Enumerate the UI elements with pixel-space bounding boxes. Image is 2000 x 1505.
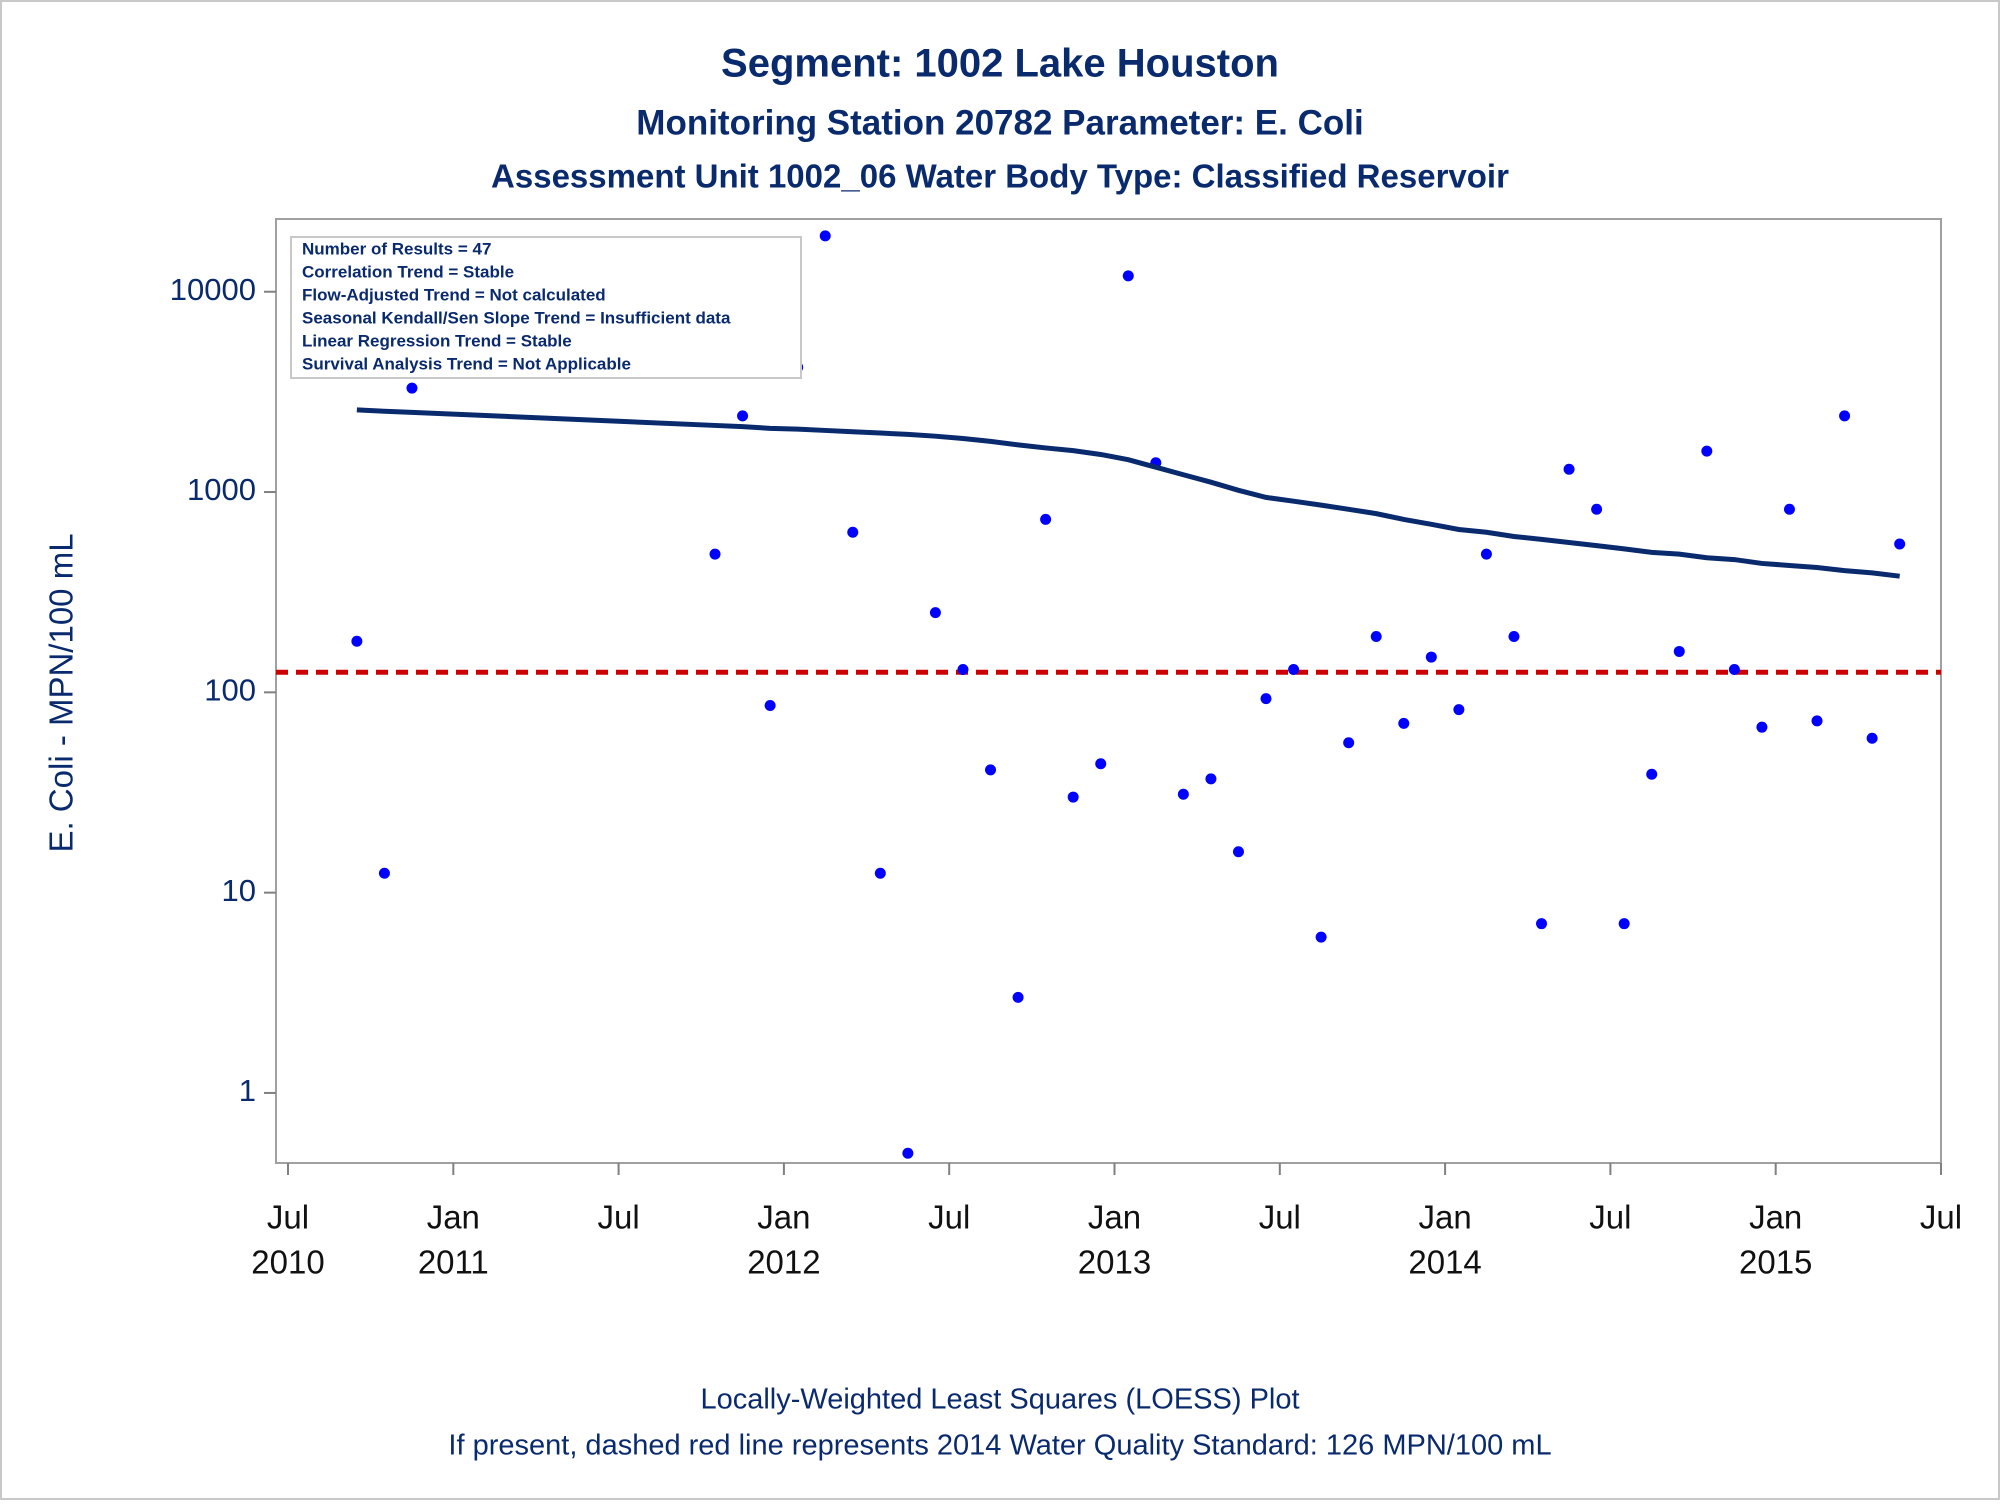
stats-text: Linear Regression Trend = Stable — [302, 331, 572, 350]
data-point — [902, 1147, 914, 1159]
data-point — [1591, 503, 1603, 515]
chart-title: Segment: 1002 Lake Houston — [721, 42, 1279, 86]
plot-frame — [275, 218, 1942, 1164]
x-tick-label: 2014 — [1408, 1244, 1481, 1281]
data-point — [1177, 788, 1189, 800]
data-point — [957, 664, 969, 676]
data-point — [847, 526, 859, 538]
data-point — [709, 548, 721, 560]
data-point — [764, 699, 776, 711]
loess-line — [356, 407, 1900, 579]
stats-text: Survival Analysis Trend = Not Applicable — [302, 354, 631, 373]
data-point — [1839, 410, 1851, 422]
data-point — [1508, 631, 1520, 643]
data-point — [1398, 717, 1410, 729]
data-point — [1205, 773, 1217, 785]
stats-text: Seasonal Kendall/Sen Slope Trend = Insuf… — [302, 308, 731, 327]
x-tick-label: 2010 — [251, 1244, 324, 1281]
chart-subtitle: Monitoring Station 20782 Parameter: E. C… — [636, 103, 1363, 142]
x-tick-label: Jul — [267, 1199, 309, 1236]
data-point — [1260, 693, 1272, 705]
data-point — [1067, 791, 1079, 803]
footnote: Locally-Weighted Least Squares (LOESS) P… — [700, 1384, 1299, 1416]
x-tick-label: Jul — [1589, 1199, 1631, 1236]
data-point — [929, 607, 941, 619]
x-tick-label: Jul — [598, 1199, 640, 1236]
data-point — [1122, 270, 1134, 282]
x-tick-label: Jan — [757, 1199, 810, 1236]
x-tick-label: 2011 — [418, 1244, 489, 1281]
footnote: If present, dashed red line represents 2… — [448, 1430, 1551, 1462]
data-point — [1288, 664, 1300, 676]
data-point — [985, 764, 997, 776]
stats-text: Correlation Trend = Stable — [302, 262, 514, 281]
x-tick-label: Jul — [1920, 1199, 1962, 1236]
y-tick-label: 100 — [204, 673, 256, 708]
data-point — [874, 867, 886, 879]
y-tick-label: 1000 — [187, 472, 256, 507]
data-point — [1811, 715, 1823, 727]
stats-box — [290, 236, 802, 379]
data-point — [1536, 918, 1548, 930]
y-axis-label: E. Coli - MPN/100 mL — [43, 533, 80, 852]
data-point — [819, 230, 831, 242]
data-point — [1618, 918, 1630, 930]
data-point — [1012, 991, 1024, 1003]
data-point — [1095, 758, 1107, 770]
data-point — [1425, 651, 1437, 663]
data-point — [378, 867, 390, 879]
data-point — [1370, 631, 1382, 643]
data-point — [1701, 445, 1713, 457]
x-tick-label: Jan — [1749, 1199, 1802, 1236]
x-tick-label: 2012 — [747, 1244, 820, 1281]
data-point — [1866, 732, 1878, 744]
data-point — [1232, 846, 1244, 858]
data-point — [737, 410, 749, 422]
x-tick-label: Jul — [1259, 1199, 1301, 1236]
y-tick-label: 1 — [239, 1073, 256, 1108]
x-tick-label: Jul — [928, 1199, 970, 1236]
data-point — [1783, 503, 1795, 515]
stats-text: Number of Results = 47 — [302, 239, 491, 258]
data-point — [1453, 704, 1465, 716]
stats-text: Flow-Adjusted Trend = Not calculated — [302, 285, 606, 304]
data-point — [1894, 538, 1906, 550]
data-point — [351, 635, 363, 647]
data-point — [1756, 721, 1768, 733]
x-tick-label: 2013 — [1078, 1244, 1151, 1281]
y-tick-label: 10000 — [170, 272, 256, 307]
y-tick-label: 10 — [222, 873, 256, 908]
data-point — [406, 382, 418, 394]
data-point — [1673, 645, 1685, 657]
data-point — [1480, 548, 1492, 560]
data-point — [1646, 768, 1658, 780]
data-point — [1315, 931, 1327, 943]
data-point — [1343, 737, 1355, 749]
data-point — [1728, 664, 1740, 676]
x-tick-label: Jan — [427, 1199, 480, 1236]
x-tick-label: 2015 — [1739, 1244, 1812, 1281]
data-point — [1040, 513, 1052, 525]
chart-subtitle: Assessment Unit 1002_06 Water Body Type:… — [491, 158, 1509, 195]
data-point — [1563, 463, 1575, 475]
x-tick-label: Jan — [1418, 1199, 1471, 1236]
x-tick-label: Jan — [1088, 1199, 1141, 1236]
